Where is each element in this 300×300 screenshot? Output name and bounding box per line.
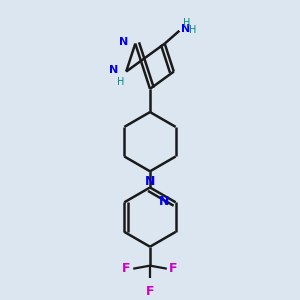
Text: F: F (146, 286, 154, 298)
Text: N: N (181, 24, 190, 34)
Text: N: N (145, 175, 155, 188)
Text: N: N (159, 195, 170, 208)
Text: H: H (117, 77, 124, 87)
Text: N: N (109, 65, 119, 75)
Text: F: F (169, 262, 178, 275)
Text: N: N (119, 38, 129, 47)
Text: H: H (183, 18, 190, 28)
Text: F: F (122, 262, 131, 275)
Text: H: H (189, 25, 196, 34)
